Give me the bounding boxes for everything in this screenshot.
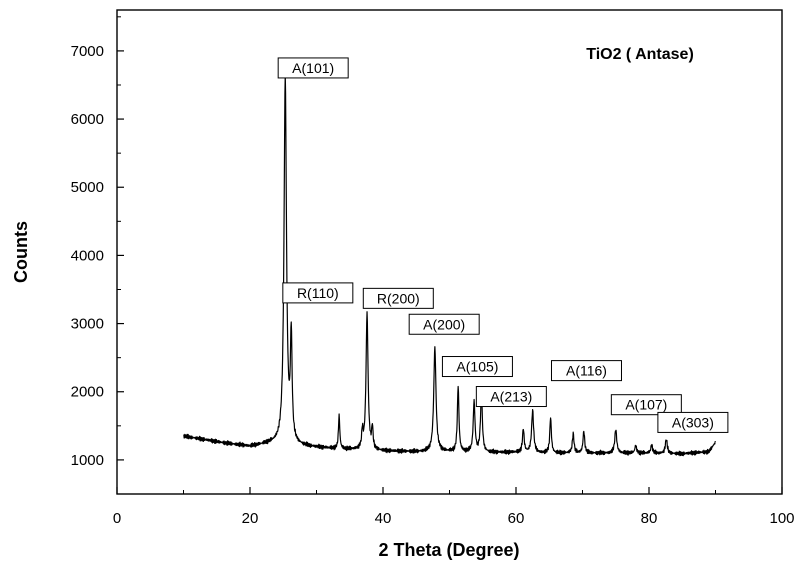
peak-label: A(101) (292, 60, 334, 76)
peak-label-box (441, 356, 513, 378)
x-tick-label: 0 (113, 510, 121, 527)
series-line (183, 73, 717, 457)
peak-label: A(116) (566, 363, 607, 379)
peak-label: A(303) (672, 414, 714, 430)
y-tick-label: 6000 (71, 111, 104, 128)
peak-label-box (475, 386, 547, 408)
y-tick-label: 3000 (71, 316, 104, 333)
x-tick-label: 40 (375, 510, 392, 527)
peak-label-box (362, 287, 434, 309)
peak-label-box (610, 394, 682, 416)
y-axis-title: Counts (11, 221, 31, 283)
peak-label: A(107) (625, 397, 667, 413)
x-tick-label: 80 (641, 510, 658, 527)
peak-label: A(213) (490, 389, 532, 405)
x-tick-label: 20 (242, 510, 259, 527)
peak-annotations: A(101) R(110) R(200)A(200) A(105) A(213) A(11… (277, 57, 729, 433)
y-tick-label: 1000 (71, 452, 104, 469)
peak-label-box (550, 360, 622, 382)
tick-labels: 0 20 40 60 80 100 1000 2000 3000 4000 5000 6000 7000 (71, 43, 795, 527)
x-tick-label: 60 (508, 510, 525, 527)
peak-label: A(105) (456, 359, 498, 375)
legend-title: TiO2 ( Antase) (586, 46, 694, 63)
peak-label-box (657, 411, 729, 433)
y-tick-label: 7000 (71, 43, 104, 60)
peak-label: A(200) (423, 316, 465, 332)
peak-label-box (282, 282, 354, 304)
x-axis-title: 2 Theta (Degree) (378, 540, 519, 560)
y-tick-label: 5000 (71, 179, 104, 196)
peak-label-box (408, 313, 480, 335)
peak-label-box (277, 57, 349, 79)
plot-frame (116, 9, 783, 495)
x-tick-label: 100 (769, 510, 794, 527)
y-tick-label: 2000 (71, 384, 104, 401)
peak-label: R(200) (377, 290, 420, 306)
peak-label: R(110) (297, 285, 339, 301)
y-tick-label: 4000 (71, 247, 104, 264)
